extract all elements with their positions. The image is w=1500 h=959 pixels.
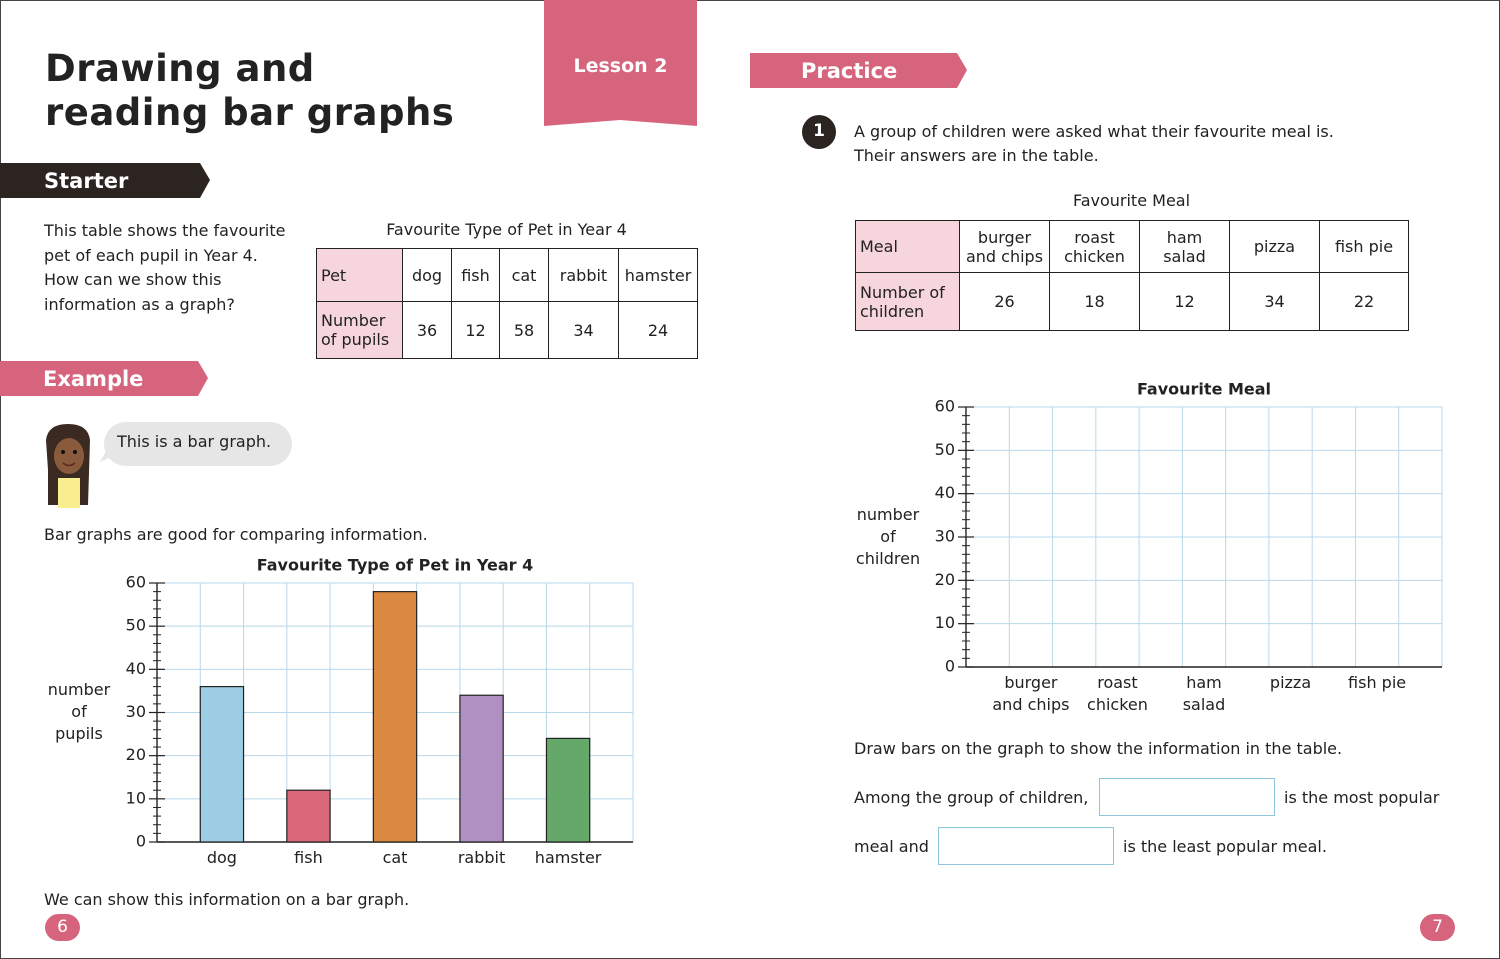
table-cell: 26	[959, 272, 1050, 331]
x-tick-label: cat	[382, 848, 408, 867]
table-row: Meal burger and chips roast chicken ham sal…	[855, 220, 1409, 273]
lesson-label: Lesson 2	[573, 55, 668, 77]
bar	[199, 685, 245, 843]
y-tick-label: 40	[935, 483, 955, 502]
y-tick-label: 30	[126, 702, 146, 721]
table-cell: 12	[451, 301, 500, 359]
chart-title: Favourite Meal	[1137, 380, 1271, 399]
speech-bubble	[104, 422, 292, 466]
table-cell: Pet	[316, 248, 403, 302]
table-cell: 18	[1049, 272, 1140, 331]
table-cell: hamster	[618, 248, 698, 302]
pet-table-title: Favourite Type of Pet in Year 4	[386, 220, 627, 239]
speech-tail	[100, 440, 122, 462]
bar	[459, 694, 504, 843]
sentence-part: is the least popular meal.	[1123, 837, 1327, 856]
table-cell: pizza	[1229, 220, 1320, 273]
character	[46, 424, 90, 508]
table-cell: fish pie	[1319, 220, 1409, 273]
x-tick-label: roast chicken	[1087, 673, 1148, 714]
practice-banner	[750, 53, 967, 88]
example-banner	[0, 361, 208, 396]
table-cell: burger and chips	[959, 220, 1050, 273]
page-number: 7	[1420, 914, 1455, 941]
table-cell: 22	[1319, 272, 1409, 331]
answer-box-most[interactable]	[1099, 778, 1275, 816]
table-cell: 36	[402, 301, 452, 359]
y-tick-label: 20	[935, 570, 955, 589]
x-tick-label: burger and chips	[992, 673, 1070, 714]
sentence-part: is the most popular	[1284, 788, 1440, 807]
table-cell: Number of pupils	[316, 301, 403, 359]
page-number: 6	[45, 914, 80, 941]
page-title: Drawing and reading bar graphs	[45, 47, 455, 134]
question-text-2: Their answers are in the table.	[854, 146, 1099, 165]
starter-text: This table shows the favourite pet of ea…	[44, 221, 286, 314]
table-cell: 58	[499, 301, 549, 359]
y-tick-label: 10	[126, 788, 146, 807]
x-tick-label: ham salad	[1182, 673, 1226, 714]
instruction: Draw bars on the graph to show the infor…	[854, 739, 1343, 758]
table-cell: ham salad	[1139, 220, 1230, 273]
y-tick-label: 40	[126, 659, 146, 678]
bar	[286, 789, 331, 843]
table-cell: dog	[402, 248, 452, 302]
table-row: Pet dog fish cat rabbit hamster	[316, 248, 698, 302]
speech-text: This is a bar graph.	[117, 432, 272, 451]
y-axis-label: number of pupils	[47, 680, 111, 743]
answer-box-least[interactable]	[938, 827, 1114, 865]
table-cell: Meal	[855, 220, 960, 273]
meal-table-title: Favourite Meal	[1072, 191, 1191, 210]
y-tick-label: 0	[945, 657, 955, 676]
table-cell: 24	[618, 301, 698, 359]
table-row: Number of children 26 18 12 34 22	[855, 272, 1409, 331]
y-tick-label: 50	[126, 616, 146, 635]
bar	[372, 591, 418, 843]
y-tick-label: 60	[935, 397, 955, 416]
y-tick-label: 10	[935, 613, 955, 632]
y-tick-label: 20	[126, 745, 146, 764]
y-tick-label: 0	[136, 832, 146, 851]
question-number: 1	[813, 121, 825, 141]
example-intro: Bar graphs are good for comparing inform…	[44, 525, 428, 544]
chart-title: Favourite Type of Pet in Year 4	[257, 556, 534, 575]
table-cell: 12	[1139, 272, 1230, 331]
starter-banner	[0, 163, 210, 198]
x-tick-label: pizza	[1269, 673, 1312, 692]
table-cell: Number of children	[855, 272, 960, 331]
meal-table: Meal burger and chips roast chicken ham sal…	[855, 220, 1409, 331]
practice-heading: Practice	[801, 58, 898, 83]
x-tick-label: dog	[206, 848, 237, 867]
table-cell: cat	[499, 248, 549, 302]
x-tick-label: rabbit	[457, 848, 506, 867]
x-tick-label: hamster	[534, 848, 602, 867]
pet-table: Pet dog fish cat rabbit hamster Number of pupi…	[316, 248, 698, 359]
sentence-part: Among the group of children,	[854, 788, 1089, 807]
y-axis-label: number of children	[855, 505, 921, 568]
example-heading: Example	[43, 366, 144, 391]
sentence-part: meal and	[854, 837, 929, 856]
bar	[545, 737, 591, 843]
table-row: Number of pupils 36 12 58 34 24	[316, 301, 698, 359]
question-badge	[802, 115, 836, 149]
question-text-1: A group of children were asked what thei…	[854, 122, 1334, 141]
table-cell: 34	[1229, 272, 1320, 331]
example-outro: We can show this information on a bar gr…	[44, 890, 410, 909]
lesson-ribbon	[544, 0, 697, 126]
table-cell: rabbit	[548, 248, 619, 302]
table-cell: 34	[548, 301, 619, 359]
y-tick-label: 50	[935, 440, 955, 459]
y-tick-label: 30	[935, 527, 955, 546]
table-cell: roast chicken	[1049, 220, 1140, 273]
y-tick-label: 60	[126, 573, 146, 592]
x-tick-label: fish pie	[1348, 673, 1407, 692]
x-tick-label: fish	[294, 848, 323, 867]
table-cell: fish	[451, 248, 500, 302]
starter-heading: Starter	[44, 168, 129, 193]
